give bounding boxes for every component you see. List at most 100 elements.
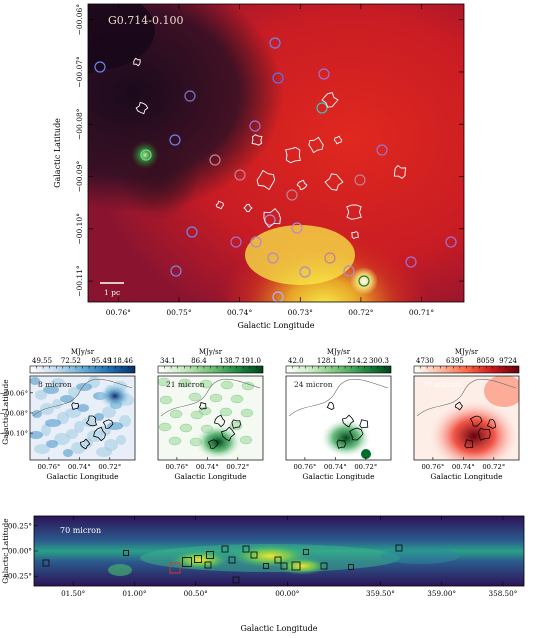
region-box [42,559,50,567]
panel-xtick-label: 00.72° [98,463,121,471]
panel-ytick-label: −00.10° [0,430,28,438]
panel-xtick-label: 00.76° [37,463,60,471]
contour [321,92,339,108]
main-ytick-label: −00.06° [75,4,84,36]
region-box [232,576,240,584]
panel-xtick-label: 00.74° [452,463,475,471]
source-marker [94,61,106,73]
colorbar-tick-label: 72.52 [61,357,81,365]
strip-image [34,516,524,586]
strip-xtick-label: 00.00° [275,589,299,598]
colorbar-tick-label: 42.0 [288,357,304,365]
panel-contour [93,426,106,442]
contours [133,57,407,240]
scale-bar-label: 1 pc [104,288,120,297]
strip-boxes [42,544,403,584]
panel-frame [285,375,392,461]
colorbar-tick-label: 4730 [416,357,434,365]
colorbar-unit: MJy/sr [455,348,479,356]
contour [243,203,253,212]
main-panel: G0.714-0.100 1 pc 00.76° 00.75° 00.74° 00.7… [53,3,465,330]
panel-frame [413,375,520,461]
main-xtick-label: 00.71° [409,308,434,317]
colorbar-tick-label: 138.7 [219,357,239,365]
panel-contour [80,438,91,450]
region-box [204,561,212,569]
panel-contour [102,419,114,429]
panel-ytick-label: −00.08° [0,409,28,417]
strip-xtick-label: 01.00° [122,589,146,598]
panel-xtick-label: 00.74° [324,463,347,471]
panel-label: 21 micron [166,380,205,389]
source-marker [354,174,366,186]
panel-contour [477,427,491,441]
main-ytick-label: −00.11° [75,265,84,297]
main-xlabel: Galactic Longitude [238,321,315,330]
source-marker [405,256,417,268]
region-box [228,556,236,564]
panel-contour [348,427,364,441]
colorbar-tick-label: 6395 [446,357,464,365]
panel-contour-outer [32,378,133,417]
strip-xtick-label: 358.50° [489,589,518,598]
region-box [280,562,288,570]
strip-label: 70 micron [60,526,101,535]
source-marker [267,252,279,264]
colorbar-unit: MJy/sr [327,348,351,356]
main-xtick-label: 00.73° [288,308,313,317]
colorbar-tick-label: 49.55 [32,357,52,365]
region-box [291,561,301,571]
colorbar-tick-label: 86.4 [191,357,207,365]
panel-contour [214,414,226,428]
colorbar-unit: MJy/sr [199,348,223,356]
colorbar-tick-label: 9724 [499,357,517,365]
colorbar-unit: MJy/sr [71,348,95,356]
region-box [242,545,250,553]
source-marker [286,189,298,201]
panel-contour [455,401,463,411]
panel-xtick-label: 00.72° [226,463,249,471]
region-box [303,549,309,555]
colorbar-tick-label: 34.1 [160,357,176,365]
source-marker [445,236,457,248]
panel-xtick-label: 00.72° [354,463,377,471]
source-marker [272,72,284,84]
strip-xlabel: Galactic Longitude [241,624,318,633]
source-marker [184,90,196,102]
main-ytick-label: −00.09° [75,161,84,193]
source-markers [94,37,457,302]
panel-xtick-label: 00.76° [165,463,188,471]
strip-ytick-label: −00.25° [2,572,32,581]
main-axes: 00.76° 00.75° 00.74° 00.73° 00.72° 00.71° −00.… [75,4,464,317]
source-marker [250,236,262,248]
panel-contour [207,439,219,449]
source-marker [324,252,336,264]
source-marker [186,226,198,238]
panel-xlabel: Galactic Longitude [174,472,247,481]
contour [133,57,141,67]
contour [135,101,149,115]
main-image [88,4,464,302]
source-marker [170,265,182,277]
panel-label: 70 micron [422,380,461,389]
source-marker [169,134,181,146]
region-box [182,557,192,567]
source-marker [249,120,261,132]
contour [351,230,359,240]
colorbar-tick-label: 95.49 [91,357,111,365]
region-box [206,551,214,559]
panel-contour [359,419,369,429]
strip-ytick-label: 00.00° [8,547,32,556]
main-ytick-label: −00.08° [75,108,84,140]
main-ytick-label: −00.07° [75,56,84,88]
panel-xtick-label: 00.72° [482,463,505,471]
main-ytick-label: −00.10° [75,213,84,245]
contour [215,200,225,210]
source-marker [343,265,355,277]
panel-ytick-label: −00.06° [0,389,28,397]
panel-contour-outer [416,378,517,417]
contour [296,179,308,191]
source-marker [140,149,152,161]
panel-xlabel: Galactic Longitude [430,472,503,481]
panel-contour [221,426,236,442]
